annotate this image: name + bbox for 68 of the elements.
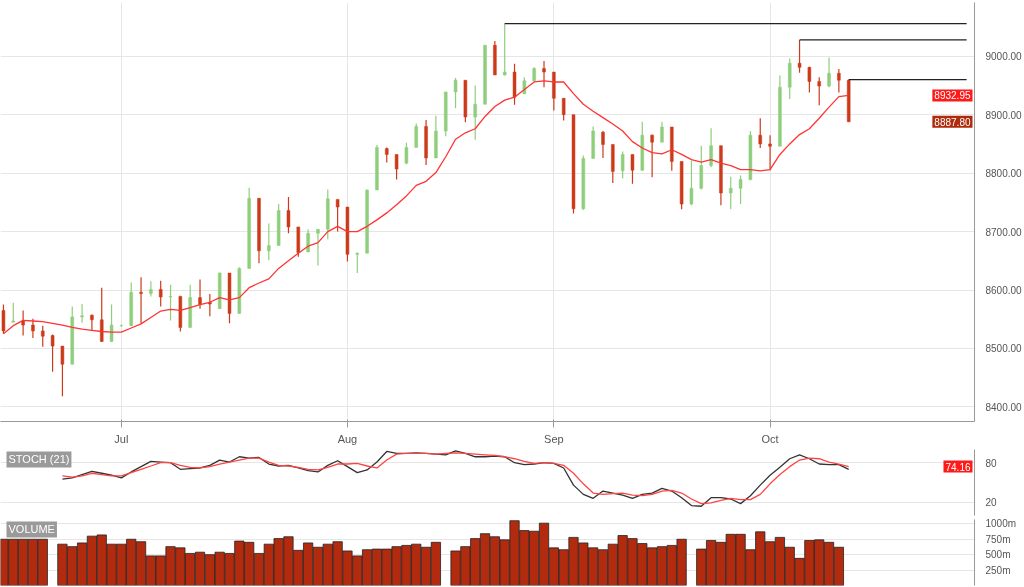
y-tick-label: 8600.00 xyxy=(985,285,1023,297)
x-tick-label: Jul xyxy=(114,432,129,445)
y-tick-label: 250m xyxy=(985,564,1011,576)
candlestick xyxy=(414,122,418,149)
candlestick xyxy=(41,325,45,348)
y-tick-label: 750m xyxy=(985,533,1011,545)
candlestick xyxy=(709,127,713,168)
candlestick xyxy=(31,318,35,339)
x-tick-label: Sep xyxy=(544,432,564,445)
candlestick xyxy=(453,77,458,109)
candlestick xyxy=(1,304,6,335)
annotation: 8932.95 xyxy=(934,90,971,102)
candlestick xyxy=(90,313,94,332)
candlestick xyxy=(729,176,733,210)
candlestick xyxy=(788,58,792,100)
candlestick xyxy=(60,345,65,397)
candlestick xyxy=(660,121,664,143)
candlestick xyxy=(286,196,291,234)
candlestick xyxy=(11,302,15,323)
candlestick xyxy=(837,68,841,94)
chart-title: STOCH (21) xyxy=(8,453,70,466)
candlestick xyxy=(21,309,25,337)
candlestick xyxy=(158,280,163,307)
candlestick xyxy=(827,56,831,88)
candlestick xyxy=(758,117,762,149)
y-tick-label: 80 xyxy=(985,457,998,469)
candlestick xyxy=(267,222,271,261)
candlestick xyxy=(797,39,802,74)
candlestick xyxy=(601,130,605,159)
candlestick xyxy=(109,304,114,343)
candlestick xyxy=(168,284,173,321)
candlestick xyxy=(139,276,143,324)
annotation: 74.16 xyxy=(945,461,971,473)
x-tick-label: Oct xyxy=(761,432,779,445)
candlestick xyxy=(542,60,546,88)
y-tick-label: 1000m xyxy=(985,518,1017,530)
candlestick xyxy=(620,150,625,179)
x-tick-label: Aug xyxy=(337,432,358,445)
y-tick-label: 20 xyxy=(985,497,998,509)
candlestick xyxy=(100,287,104,343)
candlestick xyxy=(208,293,212,317)
candlestick xyxy=(650,133,654,178)
annotation: 8887.80 xyxy=(934,116,971,128)
candlestick xyxy=(689,160,694,206)
candlestick xyxy=(561,97,566,122)
candlestick xyxy=(738,174,743,205)
candlestick xyxy=(473,84,477,141)
candlestick xyxy=(630,153,635,185)
y-tick-label: 500m xyxy=(985,549,1011,561)
y-tick-label: 8900.00 xyxy=(985,109,1023,121)
y-tick-label: 8800.00 xyxy=(985,168,1023,180)
y-tick-label: 9000.00 xyxy=(985,51,1023,63)
candlestick xyxy=(198,278,202,310)
candlestick xyxy=(149,280,153,298)
candlestick xyxy=(768,134,772,171)
y-tick-label: 8500.00 xyxy=(985,343,1023,355)
candlestick xyxy=(817,76,821,106)
candlestick xyxy=(80,303,84,324)
candlestick xyxy=(50,333,55,373)
candlestick xyxy=(335,198,340,233)
candlestick xyxy=(699,145,703,191)
y-tick-label: 8400.00 xyxy=(985,401,1023,413)
candlestick xyxy=(394,153,399,181)
candlestick xyxy=(807,66,812,94)
candlestick xyxy=(502,22,507,77)
chart-title: VOLUME xyxy=(8,523,55,536)
candlestick xyxy=(316,228,320,267)
y-tick-label: 8700.00 xyxy=(985,226,1023,238)
